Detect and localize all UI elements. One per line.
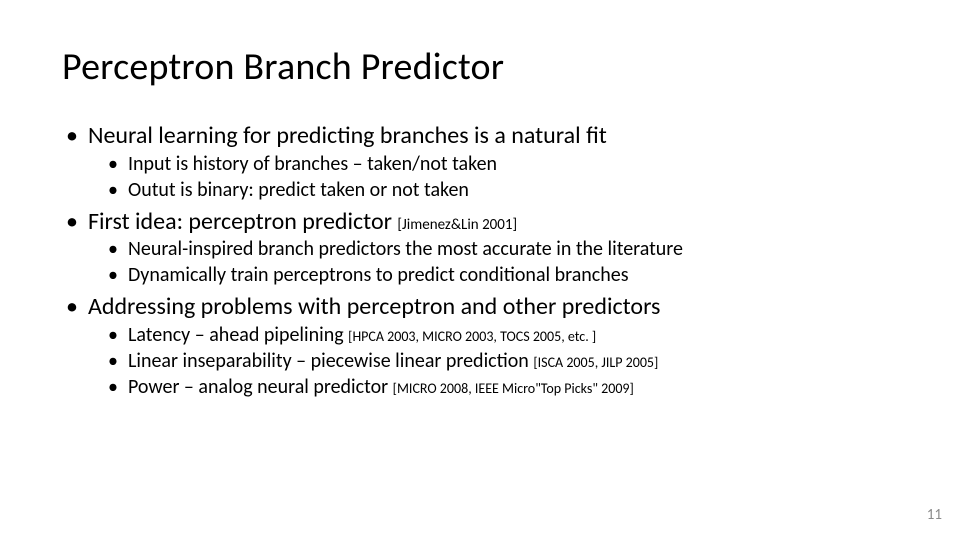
bullet-icon: • xyxy=(108,263,118,287)
bullet-group: • Neural learning for predicting branche… xyxy=(62,122,898,202)
bullet-icon: • xyxy=(108,237,118,261)
bullet-text: Input is history of branches – taken/not… xyxy=(128,152,497,176)
bullet-icon: • xyxy=(108,152,118,176)
bullet-lvl1: • First idea: perceptron predictor [Jime… xyxy=(66,208,898,236)
page-number: 11 xyxy=(927,506,942,524)
bullet-lvl2: • Power – analog neural predictor [MICRO… xyxy=(108,375,898,399)
bullet-lvl2: • Outut is binary: predict taken or not … xyxy=(108,178,898,202)
bullet-text: Dynamically train perceptrons to predict… xyxy=(128,263,629,287)
bullet-icon: • xyxy=(108,349,118,373)
bullet-text: Power – analog neural predictor [MICRO 2… xyxy=(128,375,634,399)
bullet-icon: • xyxy=(66,208,78,236)
bullet-text: Outut is binary: predict taken or not ta… xyxy=(128,178,469,202)
bullet-icon: • xyxy=(108,178,118,202)
bullet-text: Neural-inspired branch predictors the mo… xyxy=(128,237,683,261)
bullet-lvl1: • Neural learning for predicting branche… xyxy=(66,122,898,150)
bullet-text: Latency – ahead pipelining [HPCA 2003, M… xyxy=(128,323,596,347)
bullet-lvl2: • Neural-inspired branch predictors the … xyxy=(108,237,898,261)
bullet-group: • Addressing problems with perceptron an… xyxy=(62,293,898,399)
bullet-icon: • xyxy=(66,122,78,150)
bullet-lvl2: • Latency – ahead pipelining [HPCA 2003,… xyxy=(108,323,898,347)
bullet-lvl2: • Input is history of branches – taken/n… xyxy=(108,152,898,176)
bullet-lvl2: • Linear inseparability – piecewise line… xyxy=(108,349,898,373)
bullet-group: • First idea: perceptron predictor [Jime… xyxy=(62,208,898,288)
bullet-icon: • xyxy=(108,375,118,399)
bullet-icon: • xyxy=(66,293,78,321)
bullet-lvl1: • Addressing problems with perceptron an… xyxy=(66,293,898,321)
bullet-text: Neural learning for predicting branches … xyxy=(88,122,607,150)
bullet-icon: • xyxy=(108,323,118,347)
slide: Perceptron Branch Predictor • Neural lea… xyxy=(0,0,960,540)
slide-title: Perceptron Branch Predictor xyxy=(62,44,898,90)
bullet-text: Addressing problems with perceptron and … xyxy=(88,293,660,321)
bullet-lvl2: • Dynamically train perceptrons to predi… xyxy=(108,263,898,287)
bullet-text: Linear inseparability – piecewise linear… xyxy=(128,349,658,373)
bullet-text: First idea: perceptron predictor [Jimene… xyxy=(88,208,517,236)
